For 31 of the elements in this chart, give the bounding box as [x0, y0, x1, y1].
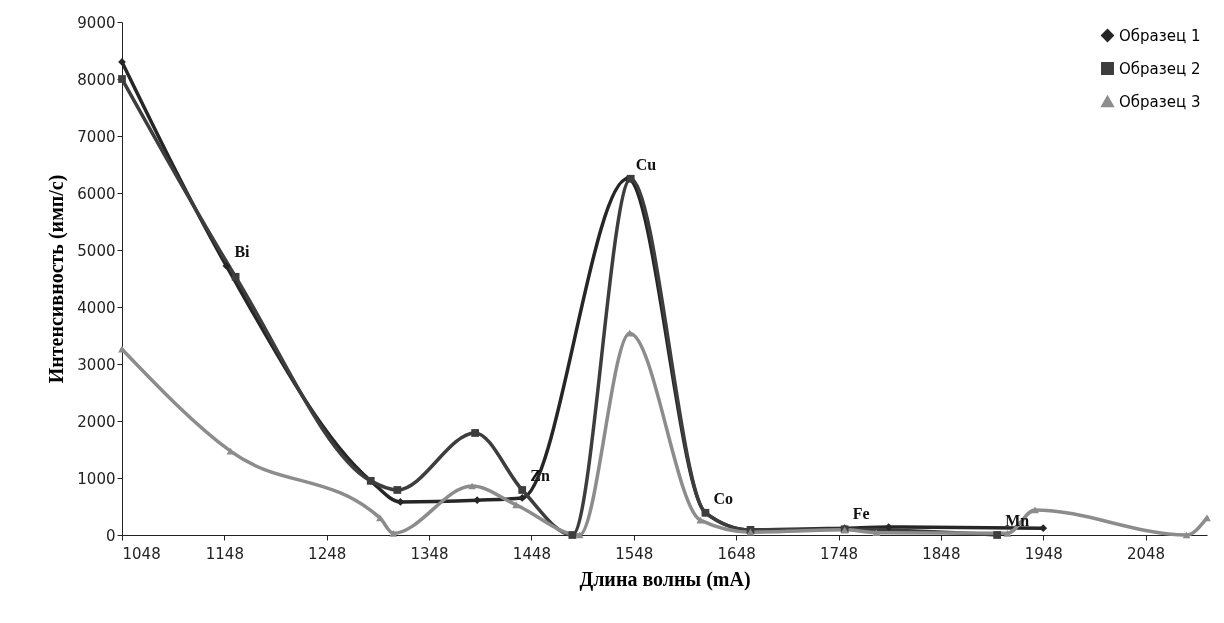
- y-tick-label: 6000: [77, 184, 116, 203]
- y-tick-label: 8000: [77, 70, 116, 89]
- x-axis-title: Длина волны (mA): [579, 567, 751, 591]
- annotation: Fe: [852, 505, 870, 523]
- x-tick-label: 1448: [512, 544, 552, 563]
- annotation: Mn: [1005, 512, 1030, 529]
- y-tick-label: 0: [105, 526, 116, 545]
- y-tick-label: 9000: [77, 13, 116, 32]
- x-tick-label: 1748: [819, 544, 859, 563]
- annotation: Co: [713, 489, 734, 507]
- legend-label: Образец 1: [1119, 26, 1201, 45]
- x-tick-label: 1948: [1024, 544, 1063, 563]
- x-tick-label: 1148: [205, 544, 244, 563]
- x-tick-label: 2048: [1126, 544, 1166, 563]
- y-tick-label: 7000: [77, 127, 116, 146]
- legend-label: Образец 2: [1119, 59, 1201, 78]
- y-tick-label: 1000: [77, 469, 116, 488]
- y-tick-label: 2000: [77, 412, 116, 431]
- x-tick-label: 1848: [922, 544, 961, 563]
- y-tick-label: 5000: [77, 241, 116, 260]
- x-tick-label: 1248: [308, 544, 347, 563]
- x-tick-label: 1048: [122, 544, 161, 563]
- annotation: Cu: [635, 155, 657, 173]
- x-tick-label: 1348: [410, 544, 449, 563]
- x-tick-label: 1548: [615, 544, 654, 563]
- x-tick-label: 1648: [717, 544, 756, 563]
- y-tick-label: 3000: [77, 355, 116, 374]
- annotation: Bi: [234, 242, 251, 260]
- y-axis-title: Интенсивность (имп/с): [45, 174, 69, 384]
- legend-label: Образец 3: [1119, 92, 1201, 111]
- y-tick-label: 4000: [77, 298, 116, 317]
